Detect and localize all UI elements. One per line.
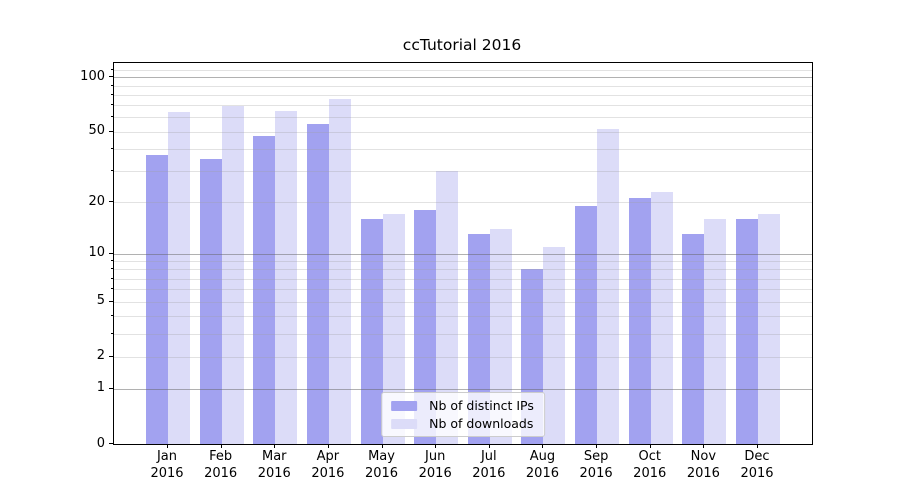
y-minor-tick-mark-20: [110, 201, 113, 203]
bar-distinct-ips-sep: [575, 206, 598, 444]
x-tick-mark-feb: [220, 444, 222, 448]
bar-downloads-nov: [704, 218, 727, 444]
y-tick-label-100: 100: [80, 68, 105, 84]
x-tick-mark-may: [381, 444, 383, 448]
y-minor-tick-mark-80: [110, 93, 113, 95]
x-tick-mark-oct: [649, 444, 651, 448]
y-tick-label-0: 0: [96, 435, 105, 451]
x-tick-mark-dec: [757, 444, 758, 448]
y-minor-tick-mark-90: [110, 84, 113, 86]
bar-distinct-ips-jun: [414, 210, 437, 444]
bar-downloads-may: [382, 214, 405, 444]
x-tick-mark-nov: [703, 444, 705, 448]
x-tick-label-jun: Jun 2016: [418, 449, 452, 481]
y-minor-tick-mark-110: [110, 68, 113, 70]
bar-downloads-apr: [328, 98, 351, 444]
bar-distinct-ips-apr: [306, 124, 329, 444]
y-tick-label-10: 10: [88, 245, 105, 260]
y-minor-tick-mark-7: [110, 277, 113, 279]
bar-downloads-feb: [221, 106, 244, 444]
x-tick-label-aug: Aug 2016: [525, 449, 559, 481]
x-tick-label-may: May 2016: [364, 449, 399, 481]
legend-label-distinct-ips: Nb of distinct IPs: [429, 398, 534, 413]
y-minor-tick-mark-4: [110, 315, 113, 317]
bar-distinct-ips-oct: [628, 198, 651, 444]
bar-downloads-jan: [168, 112, 190, 444]
bar-downloads-oct: [650, 191, 673, 444]
bar-downloads-sep: [597, 128, 620, 444]
bar-distinct-ips-may: [360, 218, 383, 444]
bar-distinct-ips-mar: [253, 136, 276, 444]
legend-swatch-downloads: [391, 418, 418, 429]
legend-swatch-distinct-ips: [391, 400, 418, 411]
y-minor-tick-mark-2: [110, 355, 113, 357]
x-tick-label-jul: Jul 2016: [472, 449, 506, 481]
chart-title: ccTutorial 2016: [402, 36, 522, 54]
x-tick-mark-aug: [542, 444, 544, 448]
x-tick-label-dec: Dec 2016: [740, 449, 774, 481]
legend-label-downloads: Nb of downloads: [429, 416, 534, 431]
bar-distinct-ips-feb: [199, 159, 222, 444]
bars-layer: [114, 63, 812, 444]
x-tick-label-nov: Nov 2016: [686, 449, 720, 481]
y-minor-tick-mark-60: [110, 116, 113, 118]
y-tick-label-5: 5: [96, 293, 105, 309]
x-tick-mark-apr: [327, 444, 329, 448]
x-tick-label-jan: Jan 2016: [150, 449, 184, 481]
bar-downloads-mar: [275, 111, 298, 444]
x-tick-mark-jun: [435, 444, 437, 448]
x-tick-mark-sep: [596, 444, 598, 448]
y-minor-tick-mark-5: [110, 300, 113, 302]
y-minor-tick-mark-6: [110, 288, 113, 290]
legend-item-distinct-ips: Nb of distinct IPs: [391, 399, 534, 412]
bar-downloads-jun: [436, 171, 459, 444]
y-tick-mark-1: [109, 387, 113, 389]
y-minor-tick-mark-3: [110, 332, 113, 334]
bar-distinct-ips-dec: [736, 218, 758, 444]
y-tick-mark-100: [109, 76, 113, 78]
x-tick-mark-jul: [488, 444, 490, 448]
y-minor-tick-mark-9: [110, 260, 113, 262]
x-tick-label-mar: Mar 2016: [257, 449, 291, 481]
y-tick-label-20: 20: [88, 193, 105, 209]
y-tick-label-50: 50: [88, 123, 105, 139]
y-tick-mark-0: [109, 443, 113, 444]
bar-distinct-ips-nov: [682, 234, 705, 444]
plot-area: Nb of distinct IPs Nb of downloads: [113, 62, 813, 445]
y-minor-tick-mark-70: [110, 104, 113, 106]
x-tick-mark-jan: [167, 444, 168, 448]
x-tick-label-sep: Sep 2016: [579, 449, 613, 481]
bar-downloads-jul: [489, 228, 512, 444]
x-tick-label-feb: Feb 2016: [204, 449, 238, 481]
x-tick-mark-mar: [274, 444, 276, 448]
bar-distinct-ips-jan: [146, 155, 168, 444]
x-tick-label-apr: Apr 2016: [311, 449, 345, 481]
y-tick-label-1: 1: [96, 380, 105, 396]
y-minor-tick-mark-8: [110, 268, 113, 270]
y-tick-label-2: 2: [96, 348, 105, 364]
legend: Nb of distinct IPs Nb of downloads: [381, 392, 545, 437]
x-tick-label-oct: Oct 2016: [633, 449, 667, 481]
y-minor-tick-mark-50: [110, 130, 113, 132]
y-minor-tick-mark-40: [110, 147, 113, 149]
bar-distinct-ips-jul: [467, 234, 490, 444]
y-minor-tick-mark-30: [110, 170, 113, 172]
y-tick-mark-10: [109, 252, 113, 254]
bar-downloads-dec: [758, 214, 780, 444]
legend-item-downloads: Nb of downloads: [391, 417, 534, 430]
bar-downloads-aug: [543, 246, 566, 444]
